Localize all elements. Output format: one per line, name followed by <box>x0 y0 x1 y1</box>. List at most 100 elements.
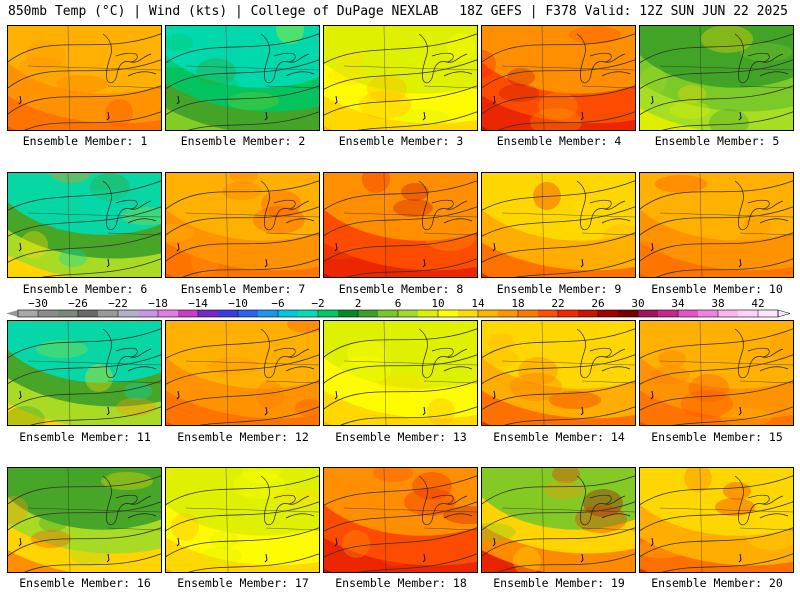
colorbar-tick-label: 6 <box>395 297 402 310</box>
temperature-map <box>640 468 793 572</box>
colorbar-swatch <box>618 310 639 317</box>
colorbar-tick-label: 26 <box>591 297 604 310</box>
colorbar-tick-label: 10 <box>431 297 444 310</box>
ensemble-panel <box>165 320 320 426</box>
ensemble-panel <box>481 172 636 278</box>
colorbar-swatch <box>298 310 319 317</box>
colorbar-tick-label: 34 <box>671 297 685 310</box>
ensemble-panel <box>481 320 636 426</box>
ensemble-panel <box>165 172 320 278</box>
colorbar-swatch <box>358 310 379 317</box>
colorbar-right-arrow <box>777 309 791 318</box>
member-label: Ensemble Member: 1 <box>22 134 148 148</box>
colorbar-tick-label: 2 <box>355 297 362 310</box>
colorbar-swatch <box>698 310 719 317</box>
ensemble-panel <box>165 467 320 573</box>
colorbar-swatch <box>438 310 459 317</box>
chart-title: 850mb Temp (°C) | Wind (kts) | College o… <box>8 4 439 19</box>
colorbar-tick-label: 30 <box>631 297 644 310</box>
ensemble-panel <box>7 320 162 426</box>
temperature-map <box>324 321 477 425</box>
member-label: Ensemble Member: 6 <box>22 282 148 296</box>
temperature-map <box>8 26 161 130</box>
temperature-map <box>640 173 793 277</box>
ensemble-panel <box>481 25 636 131</box>
colorbar-swatch <box>518 310 539 317</box>
colorbar-swatch <box>318 310 339 317</box>
ensemble-panel <box>7 172 162 278</box>
ensemble-panel <box>639 467 794 573</box>
colorbar-swatch <box>498 310 519 317</box>
ensemble-panel <box>323 467 478 573</box>
colorbar-swatch <box>558 310 579 317</box>
temperature-map <box>482 321 635 425</box>
temperature-map <box>482 173 635 277</box>
ensemble-panel <box>639 172 794 278</box>
member-label: Ensemble Member: 7 <box>180 282 306 296</box>
ensemble-panel <box>639 320 794 426</box>
temperature-map <box>166 321 319 425</box>
member-label: Ensemble Member: 9 <box>496 282 622 296</box>
colorbar-swatch <box>158 310 179 317</box>
temperature-map <box>482 468 635 572</box>
colorbar-tick-label: 42 <box>751 297 764 310</box>
ensemble-panel <box>639 25 794 131</box>
member-label: Ensemble Member: 4 <box>496 134 622 148</box>
member-label: Ensemble Member: 15 <box>651 430 783 444</box>
colorbar-swatch <box>218 310 239 317</box>
temperature-map <box>324 173 477 277</box>
colorbar-swatch <box>338 310 359 317</box>
temperature-map <box>482 26 635 130</box>
colorbar-swatch <box>738 310 759 317</box>
colorbar-swatch <box>758 310 779 317</box>
colorbar-swatch <box>138 310 159 317</box>
temperature-map <box>166 468 319 572</box>
colorbar-swatch <box>258 310 279 317</box>
colorbar-tick-label: −26 <box>68 297 88 310</box>
colorbar-swatch <box>458 310 479 317</box>
colorbar-tick-label: 14 <box>471 297 485 310</box>
colorbar-tick-label: −2 <box>311 297 324 310</box>
colorbar-swatch <box>198 310 219 317</box>
colorbar-swatch <box>118 310 139 317</box>
colorbar-tick-label: −22 <box>108 297 128 310</box>
colorbar-tick-label: −6 <box>271 297 284 310</box>
colorbar-swatch <box>598 310 619 317</box>
temperature-map <box>166 26 319 130</box>
colorbar-swatch <box>538 310 559 317</box>
ensemble-panel <box>7 25 162 131</box>
ensemble-panel <box>7 467 162 573</box>
member-label: Ensemble Member: 8 <box>338 282 464 296</box>
valid-time: 18Z GEFS | F378 Valid: 12Z SUN JUN 22 20… <box>459 4 788 19</box>
member-label: Ensemble Member: 11 <box>19 430 151 444</box>
colorbar-tick-label: 38 <box>711 297 724 310</box>
colorbar-tick-label: −18 <box>148 297 168 310</box>
ensemble-panel <box>323 25 478 131</box>
member-label: Ensemble Member: 14 <box>493 430 625 444</box>
member-label: Ensemble Member: 10 <box>651 282 783 296</box>
colorbar-swatch <box>18 310 39 317</box>
ensemble-panel <box>323 320 478 426</box>
colorbar-tick-label: −14 <box>188 297 208 310</box>
colorbar-swatch <box>98 310 119 317</box>
colorbar-tick-label: 22 <box>551 297 564 310</box>
temperature-map <box>324 26 477 130</box>
colorbar-swatch <box>658 310 679 317</box>
colorbar-swatch <box>278 310 299 317</box>
colorbar-swatch <box>178 310 199 317</box>
colorbar-swatch <box>378 310 399 317</box>
member-label: Ensemble Member: 5 <box>654 134 780 148</box>
colorbar-swatch <box>578 310 599 317</box>
colorbar-tick-label: −10 <box>228 297 248 310</box>
colorbar-swatch <box>718 310 739 317</box>
colorbar-tick-label: 18 <box>511 297 524 310</box>
ensemble-panel <box>481 467 636 573</box>
colorbar-swatch <box>638 310 659 317</box>
colorbar-swatch <box>398 310 419 317</box>
member-label: Ensemble Member: 2 <box>180 134 306 148</box>
colorbar-left-arrow <box>6 310 18 317</box>
colorbar-swatch <box>238 310 259 317</box>
colorbar-swatch <box>418 310 439 317</box>
colorbar-swatch <box>58 310 79 317</box>
temperature-map <box>324 468 477 572</box>
